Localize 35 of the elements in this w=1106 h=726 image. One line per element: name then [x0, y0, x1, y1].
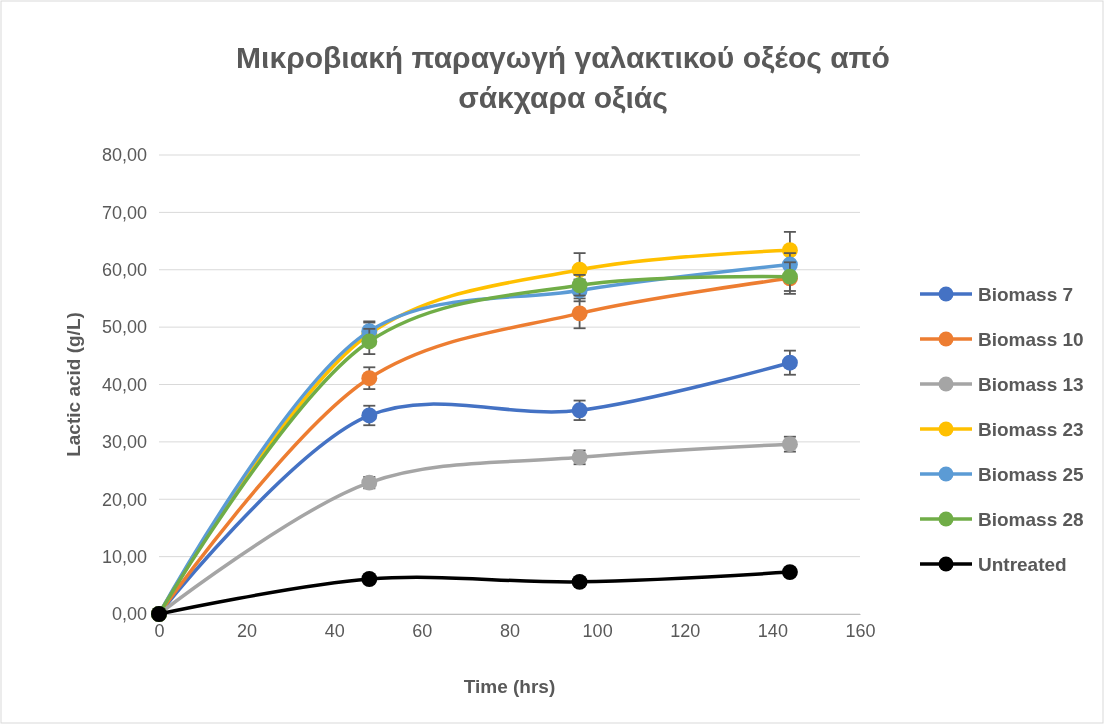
legend-label: Biomass 25 — [978, 464, 1085, 485]
y-tick-label: 20,00 — [101, 489, 147, 510]
x-tick-label: 0 — [154, 620, 165, 641]
point — [571, 305, 588, 322]
point — [781, 354, 798, 371]
point — [781, 564, 798, 581]
y-tick-label: 60,00 — [101, 260, 147, 281]
x-axis-title: Time (hrs) — [463, 676, 556, 697]
legend-label: Biomass 7 — [978, 284, 1074, 305]
x-tick-label: 40 — [324, 620, 345, 641]
x-tick-label: 100 — [582, 620, 613, 641]
legend-label: Untreated — [978, 554, 1067, 575]
x-tick-label: 60 — [412, 620, 433, 641]
y-tick-label: 70,00 — [101, 202, 147, 223]
legend-label: Biomass 13 — [978, 374, 1084, 395]
legend-label: Biomass 10 — [978, 329, 1084, 350]
point — [361, 571, 378, 587]
y-tick-label: 80,00 — [101, 145, 147, 166]
x-tick-label: 140 — [757, 620, 788, 641]
x-tick-label: 160 — [845, 620, 876, 641]
legend-label: Biomass 23 — [978, 419, 1084, 440]
point — [571, 573, 588, 590]
y-axis-title: Lactic acid (g/L) — [63, 312, 84, 457]
chart-title: Μικροβιακή παραγωγή γαλακτικού οξέος από σάκχαρα οξιάς — [236, 41, 890, 114]
x-tick-label: 80 — [499, 620, 521, 641]
point — [361, 333, 378, 350]
y-tick-label: 10,00 — [101, 546, 147, 567]
x-tick-label: 20 — [237, 620, 258, 641]
y-tick-label: 30,00 — [101, 432, 147, 453]
legend-label: Biomass 28 — [978, 509, 1084, 530]
x-tick-label: 120 — [670, 620, 701, 641]
y-tick-label: 40,00 — [101, 374, 147, 395]
point — [361, 370, 378, 387]
y-tick-label: 50,00 — [101, 317, 147, 338]
y-tick-label: 0,00 — [111, 604, 147, 625]
